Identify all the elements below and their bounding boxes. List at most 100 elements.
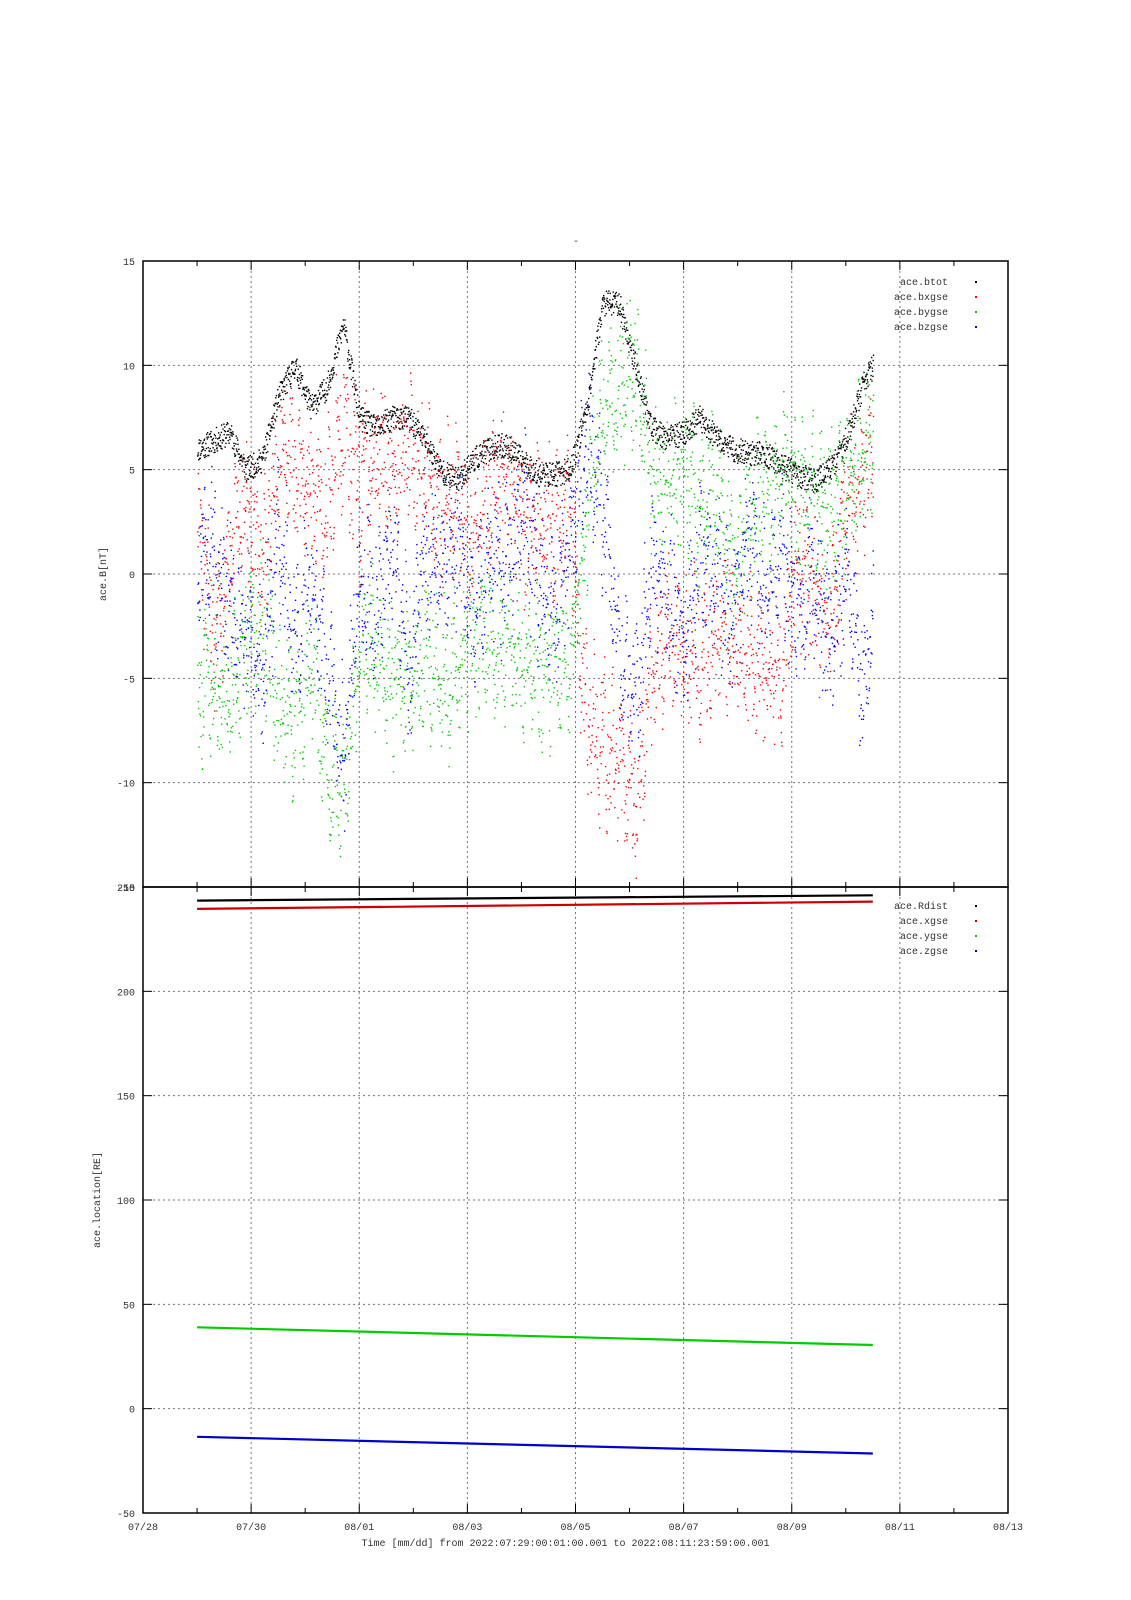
data-point xyxy=(604,315,606,317)
data-point xyxy=(457,455,459,458)
data-point xyxy=(815,483,817,485)
data-point xyxy=(624,322,626,324)
data-point xyxy=(229,581,232,583)
data-point xyxy=(292,470,295,472)
data-point xyxy=(537,457,540,459)
data-point xyxy=(266,690,268,692)
data-point xyxy=(622,747,625,749)
data-point xyxy=(350,735,353,738)
data-point xyxy=(678,421,680,424)
data-point xyxy=(371,469,373,472)
data-point xyxy=(578,686,581,688)
data-point xyxy=(804,466,806,469)
data-point xyxy=(527,473,529,475)
data-point xyxy=(496,448,498,450)
data-point xyxy=(796,571,798,574)
data-point xyxy=(231,665,233,667)
data-point xyxy=(197,616,199,618)
data-point xyxy=(597,329,599,331)
data-point xyxy=(427,450,429,452)
data-point xyxy=(640,376,642,378)
data-point xyxy=(450,468,453,471)
data-point xyxy=(458,451,460,453)
data-point xyxy=(267,603,269,605)
data-point xyxy=(642,401,644,403)
data-point xyxy=(800,476,802,479)
data-point xyxy=(507,457,509,460)
data-point xyxy=(331,459,334,461)
data-point xyxy=(295,678,297,681)
data-point xyxy=(872,496,874,498)
data-point xyxy=(293,757,295,759)
data-point xyxy=(741,440,744,442)
data-point xyxy=(246,539,248,541)
data-point xyxy=(609,292,611,295)
data-point xyxy=(576,594,578,596)
data-point xyxy=(515,510,517,512)
data-point xyxy=(227,563,229,565)
data-point xyxy=(447,468,450,471)
data-point xyxy=(671,705,674,707)
data-point xyxy=(311,406,313,408)
data-point xyxy=(742,604,745,607)
data-point xyxy=(338,419,341,421)
data-point xyxy=(217,588,220,590)
data-point xyxy=(550,471,552,474)
data-point xyxy=(450,529,453,531)
data-point xyxy=(267,433,269,435)
data-point xyxy=(659,444,662,446)
data-point xyxy=(317,410,319,412)
data-point xyxy=(346,411,348,414)
data-point xyxy=(771,631,774,634)
data-point xyxy=(276,509,279,511)
data-point xyxy=(457,469,459,471)
data-point xyxy=(243,471,246,473)
data-point xyxy=(438,470,440,472)
data-point xyxy=(384,409,386,411)
data-point xyxy=(623,316,625,319)
data-point xyxy=(270,560,272,562)
data-point xyxy=(395,508,397,510)
data-point xyxy=(482,504,484,506)
data-point xyxy=(800,601,802,603)
data-point xyxy=(354,388,357,390)
data-point xyxy=(473,462,475,464)
data-point xyxy=(293,440,296,442)
data-point xyxy=(278,393,280,396)
data-point xyxy=(872,354,875,356)
data-point xyxy=(339,332,341,334)
data-point xyxy=(408,415,410,417)
data-point xyxy=(479,615,481,617)
data-point xyxy=(257,591,259,594)
data-point xyxy=(339,438,341,440)
data-point xyxy=(864,388,866,390)
data-point xyxy=(589,384,592,386)
data-point xyxy=(603,298,606,300)
data-point xyxy=(560,484,562,486)
data-point xyxy=(254,712,257,714)
series-ace-bxgse xyxy=(197,372,875,879)
data-point xyxy=(717,429,720,432)
data-point xyxy=(529,477,531,479)
data-point xyxy=(791,482,794,484)
data-point xyxy=(721,449,723,451)
data-point xyxy=(714,426,716,428)
data-point xyxy=(859,511,861,514)
data-point xyxy=(661,436,663,438)
data-point xyxy=(455,492,457,494)
data-point xyxy=(221,723,223,725)
data-point xyxy=(728,442,730,444)
data-point xyxy=(320,451,322,453)
data-point xyxy=(648,646,651,649)
data-point xyxy=(682,434,684,436)
data-point xyxy=(793,521,796,524)
data-point xyxy=(497,441,499,443)
data-point xyxy=(272,415,274,417)
data-point xyxy=(338,834,340,836)
data-point xyxy=(628,747,630,749)
data-point xyxy=(631,773,633,775)
data-point xyxy=(801,482,803,484)
data-point xyxy=(205,622,207,624)
data-point xyxy=(690,422,692,425)
data-point xyxy=(631,722,633,725)
